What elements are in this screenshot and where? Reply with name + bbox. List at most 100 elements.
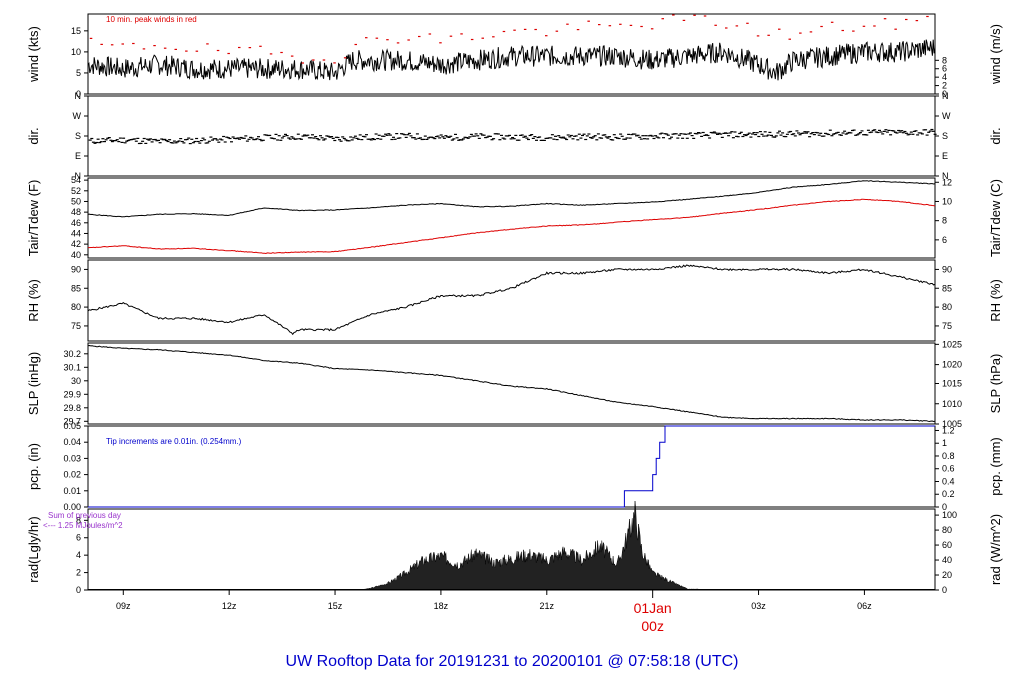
figure-title: UW Rooftop Data for 20191231 to 20200101…	[286, 653, 739, 670]
dir-point	[469, 133, 473, 135]
dir-point	[106, 137, 110, 139]
dir-point	[373, 138, 376, 141]
dir-point	[454, 133, 457, 135]
dir-point	[169, 142, 173, 144]
dir-point	[473, 135, 476, 137]
dir-point	[323, 138, 327, 140]
dir-point	[126, 139, 130, 142]
dir-point	[741, 135, 745, 138]
left-tick-label: E	[75, 151, 81, 161]
dir-point	[320, 137, 324, 139]
dir-point	[709, 131, 713, 134]
gust-point	[280, 51, 283, 54]
dir-point	[555, 139, 559, 141]
dir-point	[835, 132, 839, 134]
right-tick-label: 40	[942, 555, 952, 565]
dir-point	[282, 135, 286, 137]
dir-point	[820, 135, 824, 137]
dir-point	[272, 138, 276, 140]
dir-point	[125, 140, 129, 142]
dir-point	[349, 136, 353, 138]
dir-point	[717, 132, 721, 134]
dir-point	[427, 137, 430, 139]
dir-point	[893, 131, 897, 133]
dir-point	[695, 133, 699, 135]
gust-point	[502, 30, 506, 33]
right-tick-label: 1005	[942, 419, 962, 429]
right-tick-label: 1	[942, 438, 947, 448]
right-tick-label: 0.2	[942, 489, 955, 499]
dir-point	[627, 133, 631, 135]
dir-point	[212, 138, 216, 140]
ylabel-left: SLP (inHg)	[26, 352, 41, 415]
panel-frame	[87, 259, 936, 342]
gust-point	[460, 33, 463, 35]
dir-point	[806, 131, 810, 133]
dir-point	[854, 134, 858, 136]
dir-point	[365, 134, 368, 136]
left-tick-label: 48	[71, 207, 81, 217]
dir-point	[641, 135, 645, 137]
dir-point	[674, 133, 678, 135]
series-line-slp	[87, 344, 936, 423]
dir-point	[396, 137, 400, 139]
dir-point	[466, 137, 470, 139]
dir-point	[363, 136, 367, 138]
dir-point	[128, 139, 132, 141]
dir-point	[612, 134, 616, 136]
gust-point	[110, 44, 114, 46]
gust-point	[301, 62, 304, 64]
dir-point	[812, 134, 816, 136]
gust-point	[746, 22, 749, 24]
dir-point	[423, 135, 427, 137]
dir-point	[492, 138, 496, 140]
gust-point	[513, 29, 516, 31]
dir-point	[655, 136, 659, 138]
right-tick-label: N	[942, 171, 949, 181]
dir-point	[865, 134, 869, 136]
right-tick-label: 1015	[942, 379, 962, 389]
left-tick-label: 42	[71, 239, 81, 249]
dir-point	[366, 138, 370, 140]
right-tick-label: 1010	[942, 399, 962, 409]
left-tick-label: 15	[71, 26, 81, 36]
dir-point	[384, 133, 388, 135]
dir-point	[673, 133, 677, 135]
dir-point	[569, 134, 573, 137]
dir-point	[350, 139, 354, 141]
left-tick-label: 40	[71, 250, 81, 260]
left-tick-label: 85	[71, 283, 81, 293]
dir-point	[144, 142, 148, 144]
dir-point	[487, 135, 491, 137]
dir-point	[822, 135, 826, 137]
dir-point	[649, 134, 653, 136]
gust-point	[396, 42, 400, 44]
gust-point	[778, 28, 781, 30]
dir-point	[830, 135, 834, 137]
gust-point	[672, 14, 675, 16]
dir-point	[438, 137, 442, 139]
dir-point	[479, 133, 483, 135]
dir-point	[922, 129, 926, 131]
dir-point	[911, 133, 915, 135]
dir-point	[871, 129, 875, 132]
dir-point	[849, 132, 853, 134]
dir-point	[99, 141, 103, 143]
dir-point	[654, 135, 658, 137]
dir-point	[639, 138, 643, 140]
dir-point	[690, 135, 694, 137]
dir-point	[263, 134, 267, 136]
gust-point	[418, 35, 421, 38]
dir-point	[679, 133, 683, 135]
gust-point	[788, 38, 791, 40]
ylabel-left: pcp. (in)	[26, 443, 41, 490]
dir-point	[574, 135, 578, 137]
dir-point	[444, 135, 448, 137]
dir-point	[816, 132, 820, 134]
dir-point	[400, 133, 403, 135]
dir-point	[779, 134, 783, 136]
dir-point	[190, 138, 194, 140]
dir-point	[404, 136, 408, 138]
left-tick-label: 46	[71, 218, 81, 228]
dir-point	[230, 141, 233, 143]
